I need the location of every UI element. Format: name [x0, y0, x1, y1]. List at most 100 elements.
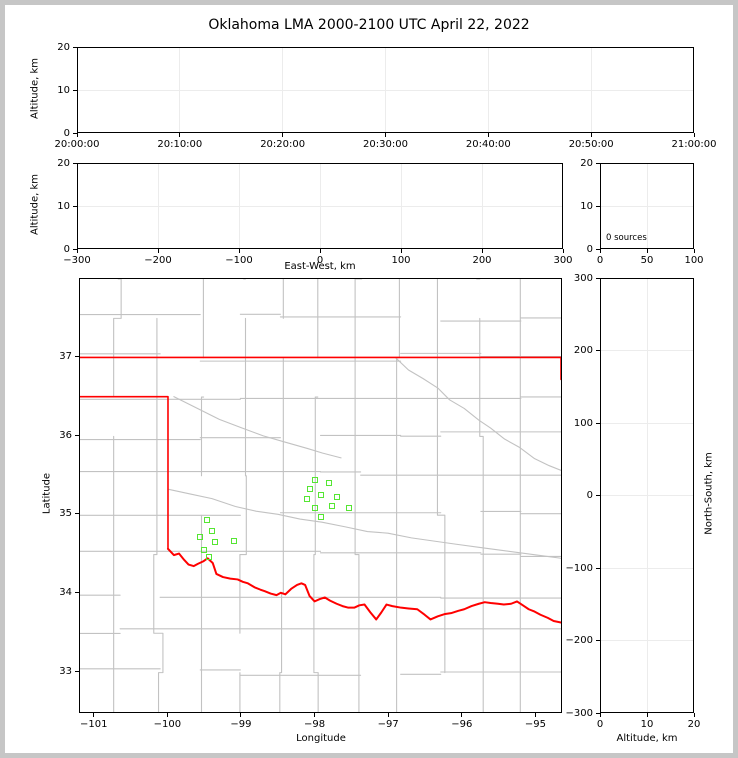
xlabel-longitude: Longitude	[296, 733, 346, 744]
x-tick-label: −200	[144, 255, 172, 266]
state-border-panhandle	[80, 397, 168, 549]
y-tick	[73, 46, 77, 48]
y-gridline	[78, 89, 693, 91]
y-tick-label: 35	[59, 508, 72, 520]
state-border-red-river	[168, 549, 561, 623]
x-tick	[385, 133, 386, 137]
x-tick-label: 20	[687, 719, 701, 730]
x-tick-label: −96	[451, 719, 473, 730]
x-tick-label: −99	[230, 719, 252, 730]
x-tick-label: 0	[596, 255, 604, 266]
y-tick	[596, 495, 600, 496]
x-tick	[599, 713, 601, 717]
x-tick	[166, 713, 168, 717]
x-tick-label: −100	[153, 719, 182, 730]
ylabel-north-south: North-South, km	[703, 452, 715, 535]
x-tick	[240, 713, 242, 717]
x-tick-label: 20:20:00	[260, 139, 306, 150]
xlabel-east-west: East-West, km	[284, 261, 356, 272]
oklahoma-map-graphic	[80, 279, 561, 712]
y-tick-label: 34	[59, 587, 72, 599]
lma-station-marker	[203, 516, 210, 523]
lma-station-marker	[307, 486, 314, 492]
y-tick	[73, 248, 77, 250]
lma-station-marker	[311, 504, 318, 511]
y-tick-label: 10	[57, 84, 70, 96]
x-tick	[387, 713, 389, 717]
y-tick	[596, 162, 600, 164]
lma-station-marker	[311, 477, 318, 484]
lma-station-marker	[318, 491, 325, 498]
y-tick	[596, 640, 600, 641]
y-tick	[75, 356, 79, 358]
y-tick	[73, 162, 77, 164]
y-tick-label: 200	[573, 345, 593, 356]
y-gridline	[601, 495, 693, 496]
y-tick-label: −200	[565, 635, 593, 646]
lma-station-marker	[317, 514, 324, 521]
y-gridline	[601, 422, 693, 424]
x-tick-label: 20:10:00	[157, 139, 203, 150]
y-tick-label: −300	[565, 707, 593, 719]
y-tick	[596, 350, 600, 351]
x-tick	[693, 133, 695, 137]
y-tick	[596, 205, 600, 207]
y-tick-label: 0	[586, 243, 593, 255]
lma-station-marker	[201, 547, 208, 554]
y-tick	[75, 513, 79, 515]
panel-time-height	[77, 47, 694, 133]
lma-station-marker	[333, 493, 340, 500]
xlabel-altitude-ns: Altitude, km	[616, 733, 678, 744]
x-tick	[157, 249, 159, 253]
x-tick-label: 20:30:00	[363, 139, 408, 150]
x-tick-label: 20:00:00	[54, 139, 100, 150]
y-tick	[75, 434, 79, 436]
y-tick-label: 33	[59, 665, 72, 677]
y-tick	[73, 132, 77, 134]
y-gridline	[601, 567, 693, 569]
y-tick	[596, 248, 600, 250]
lma-station-marker	[304, 496, 311, 503]
y-tick	[75, 592, 79, 594]
y-tick-label: 0	[63, 127, 70, 139]
x-tick	[400, 249, 402, 253]
y-tick-label: 10	[57, 200, 70, 212]
x-tick-label: 100	[391, 255, 411, 266]
x-tick	[590, 133, 592, 137]
river-cimarron	[174, 397, 341, 458]
y-tick	[596, 277, 600, 279]
y-gridline	[78, 205, 562, 207]
y-tick-label: 100	[573, 417, 593, 429]
x-tick-label: 200	[472, 255, 492, 266]
y-tick-label: 0	[586, 490, 593, 501]
y-tick-label: 36	[59, 429, 72, 441]
y-tick-label: 20	[57, 41, 70, 53]
y-tick	[596, 567, 600, 569]
y-tick-label: 300	[573, 272, 593, 284]
panel-east-west-height	[77, 163, 563, 249]
y-gridline	[601, 205, 693, 207]
y-tick-label: 0	[63, 243, 70, 255]
y-tick-label: −100	[565, 562, 593, 574]
y-tick	[596, 422, 600, 424]
lma-station-marker	[196, 533, 203, 540]
x-tick	[481, 249, 483, 253]
x-tick	[76, 133, 78, 137]
x-tick	[93, 713, 95, 717]
x-tick-label: −95	[524, 719, 547, 730]
y-gridline	[601, 640, 693, 641]
lma-station-marker	[205, 553, 212, 560]
lma-station-marker	[231, 537, 238, 544]
x-tick-label: −98	[304, 719, 326, 730]
lma-station-marker	[345, 504, 352, 511]
x-tick-label: −100	[225, 255, 253, 266]
x-tick-label: 0	[316, 255, 324, 266]
x-tick-label: 20:40:00	[465, 139, 511, 150]
y-tick	[75, 670, 79, 672]
x-tick-label: 100	[684, 255, 704, 266]
source-count-annotation: 0 sources	[606, 233, 647, 243]
y-tick	[73, 205, 77, 207]
x-tick	[646, 713, 648, 717]
x-tick	[461, 713, 463, 717]
